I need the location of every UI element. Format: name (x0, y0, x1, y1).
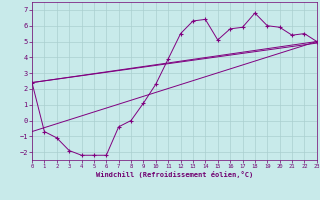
X-axis label: Windchill (Refroidissement éolien,°C): Windchill (Refroidissement éolien,°C) (96, 171, 253, 178)
